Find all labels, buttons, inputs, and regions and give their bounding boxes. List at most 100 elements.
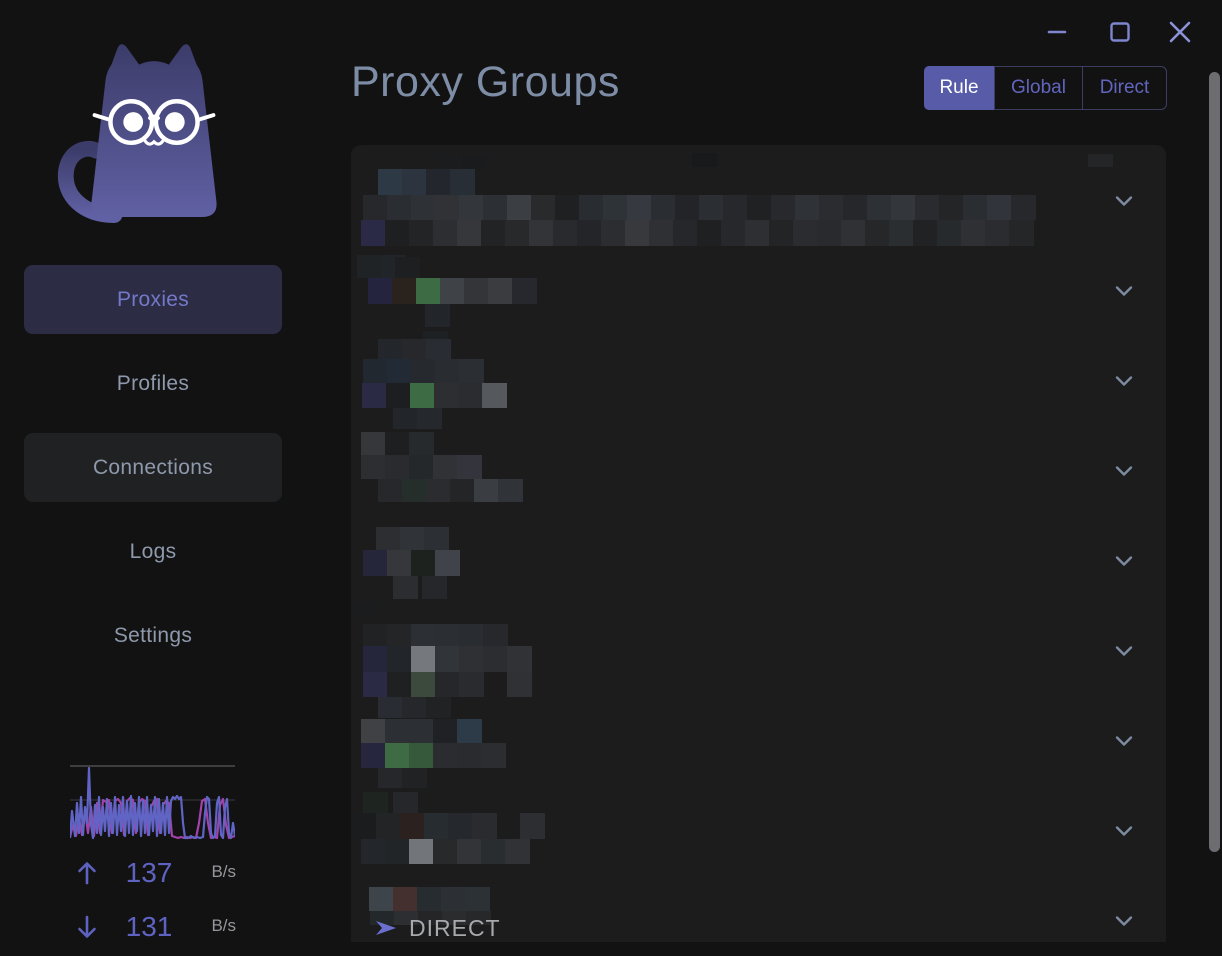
censored-block xyxy=(426,339,451,362)
censored-block xyxy=(434,383,459,408)
proxy-item-direct[interactable]: DIRECT xyxy=(375,913,501,942)
censored-block xyxy=(402,169,427,195)
censored-block xyxy=(462,155,487,169)
censored-block xyxy=(481,220,506,246)
censored-block xyxy=(512,278,537,304)
censored-block xyxy=(402,768,427,788)
direct-label: DIRECT xyxy=(409,914,501,941)
censored-block xyxy=(402,339,427,362)
censored-block xyxy=(465,887,490,911)
censored-block xyxy=(441,887,466,911)
censored-block xyxy=(483,195,508,220)
censored-block xyxy=(438,155,463,169)
censored-block xyxy=(435,195,460,220)
sidebar-item-proxies[interactable]: Proxies xyxy=(24,265,282,334)
censored-block xyxy=(361,719,386,743)
sidebar-item-profiles[interactable]: Profiles xyxy=(116,371,190,395)
sidebar-item-logs[interactable]: Logs xyxy=(129,539,177,563)
proxy-group-row[interactable] xyxy=(351,151,1166,241)
censored-block xyxy=(457,839,482,864)
minimize-button[interactable] xyxy=(1044,16,1072,44)
censored-block xyxy=(963,195,988,220)
censored-block xyxy=(376,527,401,550)
censored-block xyxy=(450,479,475,502)
sidebar-item-settings[interactable]: Settings xyxy=(113,623,193,647)
censored-block xyxy=(601,220,626,246)
proxy-group-row[interactable] xyxy=(351,691,1166,781)
censored-block xyxy=(363,359,388,383)
mode-button-direct[interactable]: Direct xyxy=(1082,67,1166,109)
proxy-group-row[interactable] xyxy=(351,781,1166,871)
chevron-down-icon[interactable] xyxy=(1112,729,1136,753)
censored-block xyxy=(459,672,484,697)
censored-block xyxy=(520,813,545,839)
censored-block xyxy=(867,195,892,220)
censored-block xyxy=(363,624,388,646)
chevron-down-icon[interactable] xyxy=(1112,279,1136,303)
mode-button-rule[interactable]: Rule xyxy=(924,66,994,110)
censored-block xyxy=(433,743,458,768)
censored-block xyxy=(457,719,482,743)
proxy-group-row[interactable] xyxy=(351,601,1166,691)
scrollbar-thumb[interactable] xyxy=(1209,72,1220,852)
traffic-graph xyxy=(70,765,235,840)
censored-block xyxy=(411,672,436,697)
chevron-down-icon[interactable] xyxy=(1112,819,1136,843)
sidebar-item-connections[interactable]: Connections xyxy=(24,433,282,502)
censored-block xyxy=(424,527,449,550)
censored-block xyxy=(745,220,770,246)
censored-block xyxy=(402,479,427,502)
censored-block xyxy=(361,220,386,246)
censored-block xyxy=(387,359,412,383)
censored-block xyxy=(411,359,436,383)
censored-block xyxy=(577,220,602,246)
censored-block xyxy=(435,646,460,672)
censored-block xyxy=(481,743,506,768)
censored-block xyxy=(422,576,447,599)
chevron-down-icon[interactable] xyxy=(1112,549,1136,573)
close-button[interactable] xyxy=(1166,16,1194,44)
download-speed-row: 131 B/s xyxy=(70,911,236,943)
censored-block xyxy=(357,255,382,278)
censored-block xyxy=(385,432,410,455)
censored-block xyxy=(361,839,386,864)
censored-block xyxy=(458,383,483,408)
censored-block xyxy=(400,813,425,839)
page-title: Proxy Groups xyxy=(351,58,620,106)
censored-block xyxy=(498,479,523,502)
censored-block xyxy=(409,432,434,455)
censored-block xyxy=(448,813,473,839)
proxy-group-row[interactable] xyxy=(351,421,1166,511)
chevron-down-icon[interactable] xyxy=(1112,459,1136,483)
censored-block xyxy=(889,220,914,246)
censored-block xyxy=(409,743,434,768)
censored-block xyxy=(394,911,419,925)
censored-block xyxy=(507,672,532,697)
proxy-group-row[interactable] xyxy=(351,241,1166,331)
proxy-group-row[interactable] xyxy=(351,511,1166,601)
censored-block xyxy=(507,646,532,672)
censored-block xyxy=(363,672,388,697)
maximize-button[interactable] xyxy=(1106,16,1134,44)
censored-block xyxy=(418,911,443,925)
proxy-group-row[interactable] xyxy=(351,331,1166,421)
cat-logo-icon xyxy=(57,44,217,223)
censored-block xyxy=(385,455,410,479)
chevron-down-icon[interactable] xyxy=(1112,909,1136,933)
censored-block xyxy=(426,697,451,718)
up-arrow-icon xyxy=(78,862,96,885)
censored-block xyxy=(363,195,388,220)
censored-block xyxy=(435,550,460,576)
proxy-group-row[interactable] xyxy=(351,871,1166,942)
chevron-down-icon[interactable] xyxy=(1112,369,1136,393)
censored-block xyxy=(369,887,394,911)
censored-block xyxy=(387,624,412,646)
censored-block xyxy=(913,220,938,246)
censored-block xyxy=(531,195,556,220)
censored-block xyxy=(961,220,986,246)
chevron-down-icon[interactable] xyxy=(1112,189,1136,213)
mode-button-global[interactable]: Global xyxy=(994,67,1082,109)
chevron-down-icon[interactable] xyxy=(1112,639,1136,663)
censored-block xyxy=(675,195,700,220)
censored-block xyxy=(459,646,484,672)
